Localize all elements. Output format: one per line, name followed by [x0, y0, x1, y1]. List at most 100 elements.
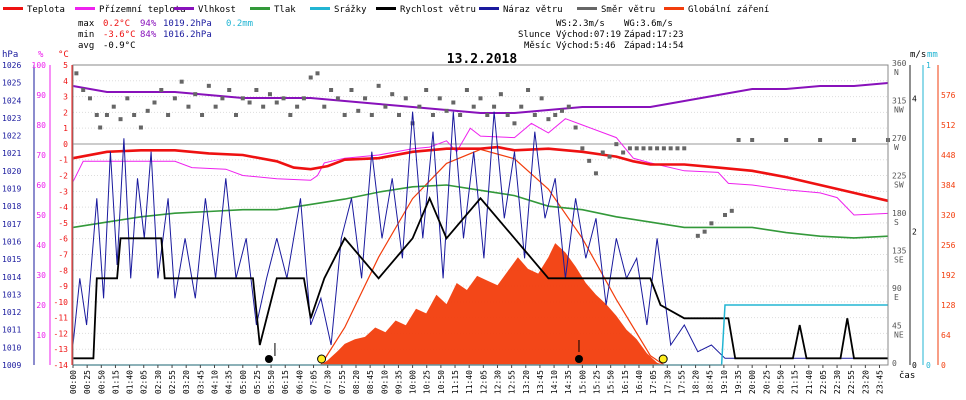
wind-direction-point	[478, 96, 483, 101]
tick-temp: -12	[54, 329, 69, 338]
wind-direction-point	[274, 100, 279, 105]
series-temperature	[72, 145, 889, 203]
x-tick-label: 01:15	[111, 370, 120, 394]
wind-direction-point	[363, 96, 368, 101]
tick-temp: -6	[58, 235, 68, 244]
tick-dir: 315	[892, 97, 907, 106]
info-box: WS:2.3m/s WG:3.6m/s Slunce Východ:07:19 …	[518, 19, 684, 51]
wind-direction-point	[132, 113, 137, 117]
legend-swatch	[250, 7, 270, 10]
tick-temp: -9	[58, 282, 68, 291]
x-tick-label: 14:10	[550, 370, 559, 394]
x-tick-label: 01:40	[126, 370, 135, 394]
wind-direction-point	[220, 96, 225, 101]
tick-dir-label: E	[894, 293, 899, 302]
x-tick-label: 19:35	[734, 370, 743, 394]
stat-min-press: 1016.2hPa	[163, 30, 212, 40]
tick-press: 1022	[2, 132, 21, 141]
x-tick-label: 10:00	[409, 370, 418, 394]
series-pressure	[72, 184, 889, 239]
wind-direction-point	[111, 104, 116, 109]
wind-direction-point	[553, 113, 558, 117]
x-tick-label: 21:15	[791, 370, 800, 394]
wind-direction-point	[383, 104, 388, 109]
info-sun-set: Západ:17:23	[624, 30, 684, 40]
tick-hum: 10	[36, 331, 46, 340]
wind-direction-point	[593, 171, 598, 176]
tick-rad: 64	[941, 331, 951, 340]
x-tick-label: 17:55	[677, 370, 686, 394]
tick-rad: 0	[941, 361, 946, 370]
info-sun-label: Slunce	[518, 30, 551, 40]
x-tick-label: 07:30	[324, 370, 333, 394]
wind-direction-point	[254, 88, 259, 92]
info-wg: WG:3.6m/s	[624, 19, 673, 29]
wind-direction-point	[342, 113, 347, 117]
x-tick-label: 12:55	[508, 370, 517, 394]
wind-direction-point	[668, 146, 673, 151]
legend-label: Přízemní teplota	[99, 5, 186, 15]
tick-temp: -7	[58, 250, 68, 259]
legend-swatch	[75, 7, 95, 10]
wind-direction-point	[193, 92, 198, 97]
x-tick-label: 06:40	[295, 370, 304, 394]
wind-direction-point	[709, 221, 714, 226]
legend: Teplota Přízemní teplota Vlhkost Tlak Srážky…	[3, 5, 769, 15]
wind-direction-point	[614, 142, 619, 147]
x-tick-label: 22:55	[847, 370, 856, 394]
tick-dir: 180	[892, 209, 907, 218]
tick-press: 1019	[2, 185, 21, 194]
wind-direction-point	[818, 138, 823, 142]
wind-direction-point	[546, 117, 551, 122]
wind-direction-point	[492, 104, 497, 109]
tick-dir: 270	[892, 134, 907, 143]
wind-direction-point	[675, 146, 680, 151]
tick-press: 1015	[2, 255, 21, 264]
x-tick-label: 04:35	[225, 370, 234, 394]
wind-direction-point	[145, 108, 150, 113]
x-tick-label: 23:20	[861, 370, 870, 394]
x-tick-label: 05:25	[253, 370, 262, 394]
legend-swatch	[479, 7, 499, 10]
wind-direction-point	[376, 83, 381, 88]
x-tick-label: 13:20	[522, 370, 531, 394]
axis-title-hum: %	[38, 50, 44, 60]
x-tick-label: 02:30	[154, 370, 163, 394]
tick-dir: 0	[892, 359, 897, 368]
stat-avg-temp: -0.9°C	[103, 41, 136, 51]
tick-hum: 70	[36, 151, 46, 160]
wind-direction-point	[430, 113, 435, 117]
axis-title-rain: mm	[927, 50, 938, 60]
tick-dir-label: SW	[894, 181, 904, 190]
wind-direction-point	[322, 104, 327, 109]
tick-press: 1017	[2, 220, 21, 229]
wind-direction-point	[627, 146, 632, 151]
x-tick-label: 22:05	[819, 370, 828, 394]
tick-hum: 50	[36, 211, 46, 220]
legend-label: Globální záření	[688, 5, 769, 15]
tick-rad: 128	[941, 301, 956, 310]
tick-temp: -13	[54, 345, 69, 354]
tick-press: 1025	[2, 79, 21, 88]
wind-direction-point	[267, 92, 272, 97]
wind-direction-point	[186, 104, 191, 109]
tick-rad: 320	[941, 211, 956, 220]
stat-min-temp: -3.6°C	[103, 30, 136, 40]
x-tick-label: 20:00	[748, 370, 757, 394]
wind-direction-point	[464, 88, 469, 92]
x-tick-label: 12:05	[479, 370, 488, 394]
x-tick-label: 14:35	[564, 370, 573, 394]
tick-press: 1014	[2, 273, 21, 282]
x-tick-label: 03:20	[182, 370, 191, 394]
legend-swatch	[310, 7, 330, 10]
legend-swatch	[577, 7, 597, 10]
tick-temp: -8	[58, 266, 68, 275]
tick-press: 1024	[2, 96, 21, 105]
tick-temp: -11	[54, 314, 69, 323]
tick-temp: 0	[63, 140, 68, 149]
x-tick-label: 07:05	[310, 370, 319, 394]
stat-max-rain: 0.2mm	[226, 19, 253, 29]
wind-direction-point	[512, 121, 517, 126]
wind-direction-point	[498, 92, 503, 97]
x-tick-label: 06:15	[281, 370, 290, 394]
